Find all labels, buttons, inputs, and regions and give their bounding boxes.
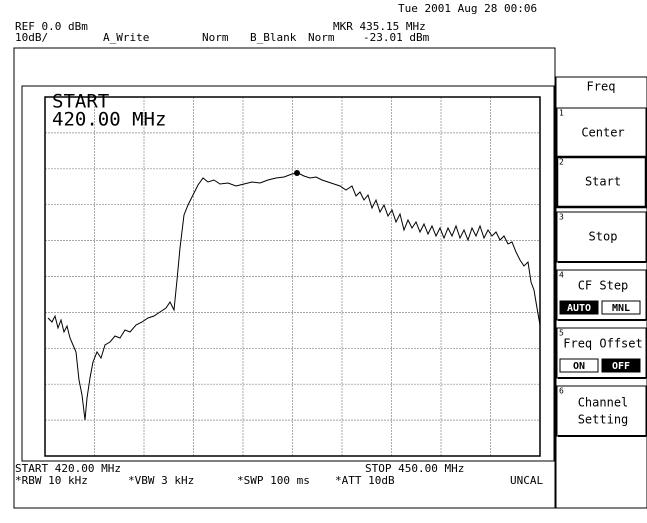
- softkey-label: Stop: [589, 230, 618, 244]
- option-label: ON: [573, 361, 585, 372]
- rbw: *RBW 10 kHz: [15, 474, 88, 487]
- softkey-label: Channel: [578, 396, 629, 410]
- softkey-label: Center: [581, 126, 624, 140]
- trace-a: A_Write: [103, 31, 149, 44]
- softkey-number: 3: [559, 213, 564, 222]
- softkey-button[interactable]: [555, 155, 647, 209]
- menu-title: Freq: [587, 80, 616, 94]
- annotation-value: 420.00 MHz: [52, 109, 166, 131]
- softkey-panel: [555, 76, 647, 509]
- trace: [47, 172, 541, 421]
- option-box: [559, 300, 599, 315]
- softkey-number: 5: [559, 329, 564, 338]
- softkey-label: Start: [585, 175, 621, 189]
- trace-b: B_Blank: [250, 31, 297, 44]
- softkey-label: Freq Offset: [563, 337, 642, 351]
- option-label: OFF: [612, 361, 630, 372]
- softkey[interactable]: 1 Center: [556, 107, 647, 159]
- softkey-number: 6: [559, 387, 564, 396]
- softkey-button[interactable]: [556, 385, 647, 437]
- marker: [294, 170, 300, 176]
- datetime: Tue 2001 Aug 28 00:06: [398, 2, 537, 15]
- uncal: UNCAL: [510, 474, 543, 487]
- marker-level: -23.01 dBm: [363, 31, 430, 44]
- softkey-label: CF Step: [578, 279, 629, 293]
- trace-b-mode: Norm: [308, 31, 335, 44]
- start-freq: START 420.00 MHz: [15, 462, 121, 475]
- marker-freq: MKR 435.15 MHz: [333, 20, 426, 33]
- trace-a-mode: Norm: [202, 31, 229, 44]
- softkey[interactable]: 3 Stop: [556, 211, 647, 263]
- attenuation: *ATT 10dB: [335, 474, 395, 487]
- softkey-button[interactable]: [556, 107, 647, 159]
- softkey-button[interactable]: [556, 211, 647, 263]
- option-box: [601, 358, 641, 373]
- softkey-number: 2: [559, 158, 564, 167]
- softkey[interactable]: 2 Start: [555, 155, 647, 209]
- display-border: [13, 47, 556, 509]
- softkey[interactable]: 6 Channel Setting: [556, 385, 647, 437]
- vbw: *VBW 3 kHz: [128, 474, 194, 487]
- softkey-label: Setting: [578, 413, 629, 427]
- graticule-border: [44, 96, 541, 457]
- stop-freq: STOP 450.00 MHz: [365, 462, 464, 475]
- scale: 10dB/: [15, 31, 48, 44]
- softkey-number: 4: [559, 271, 564, 280]
- option-label: AUTO: [567, 303, 591, 314]
- option-box: [559, 358, 599, 373]
- softkey[interactable]: 4 CF Step AUTO MNL: [556, 269, 647, 321]
- sweep: *SWP 100 ms: [237, 474, 310, 487]
- graticule-frame: [21, 85, 555, 462]
- graticule: [45, 97, 540, 456]
- option-label: MNL: [612, 303, 630, 314]
- softkey-number: 1: [559, 109, 564, 118]
- ref-level: REF 0.0 dBm: [15, 20, 88, 33]
- option-box: [601, 300, 641, 315]
- annotation-label: START: [52, 91, 109, 113]
